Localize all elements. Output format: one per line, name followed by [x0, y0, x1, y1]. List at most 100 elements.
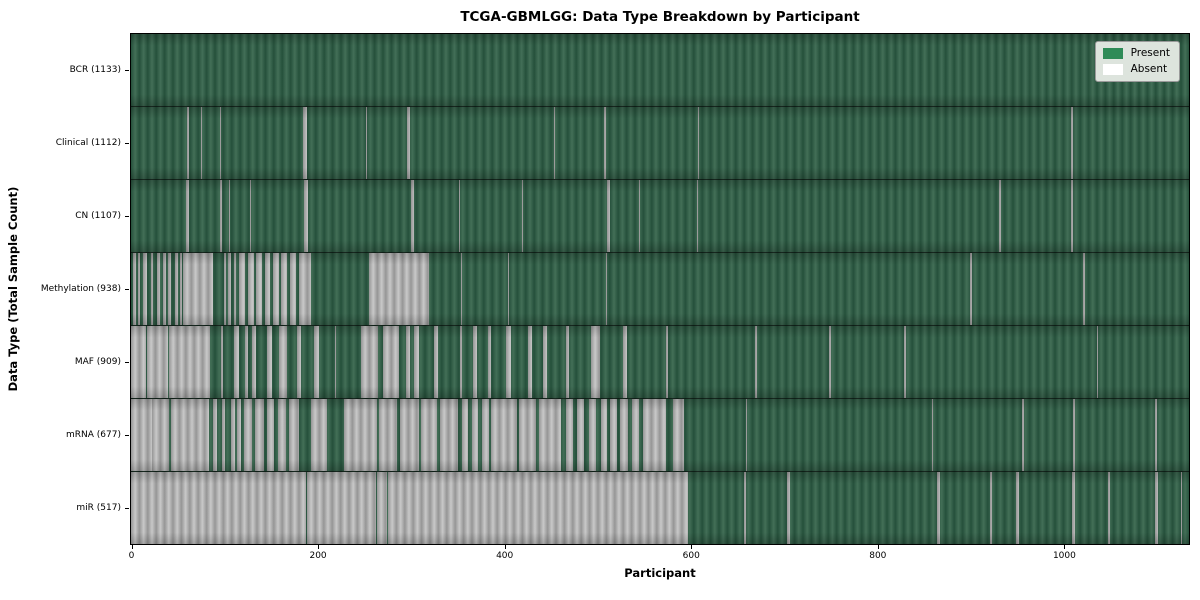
y-tick-label: mRNA (677)	[66, 430, 121, 441]
absent-swatch	[1102, 63, 1123, 75]
x-tick-mark	[318, 545, 320, 549]
absent-block	[379, 399, 398, 471]
absent-block	[440, 399, 458, 471]
absent-block	[399, 399, 419, 471]
row-clinical	[131, 106, 1189, 179]
absent-block	[638, 180, 640, 252]
absent-block	[169, 326, 211, 398]
row-methylation	[131, 252, 1189, 325]
x-tick-label: 0	[128, 551, 135, 561]
y-tick-label: Clinical (1112)	[55, 137, 121, 148]
chart-title: TCGA-GBMLGG: Data Type Breakdown by Part…	[460, 9, 860, 25]
y-tick-mark	[125, 508, 129, 510]
row-mir	[131, 471, 1189, 544]
absent-block	[527, 326, 532, 398]
absent-block	[459, 326, 463, 398]
x-tick-label: 800	[869, 551, 887, 561]
absent-block	[666, 326, 668, 398]
y-tick-mark	[125, 142, 129, 144]
absent-block	[221, 399, 226, 471]
absent-block	[168, 253, 172, 325]
absent-block	[458, 180, 460, 252]
absent-block	[1107, 472, 1110, 544]
absent-block	[233, 253, 236, 325]
absent-block	[219, 107, 221, 179]
absent-block	[249, 180, 251, 252]
absent-block	[311, 399, 328, 471]
absent-block	[519, 399, 537, 471]
absent-block	[746, 399, 748, 471]
absent-block	[264, 253, 271, 325]
absent-block	[932, 399, 934, 471]
absent-block	[1083, 253, 1086, 325]
absent-block	[1072, 472, 1076, 544]
absent-block	[247, 253, 255, 325]
absent-block	[487, 326, 492, 398]
absent-block	[174, 253, 178, 325]
y-tick-label: CN (1107)	[75, 210, 121, 221]
present-swatch	[1102, 47, 1123, 59]
absent-block	[471, 399, 479, 471]
absent-block	[171, 399, 210, 471]
absent-block	[607, 180, 611, 252]
absent-block	[201, 107, 202, 179]
absent-block	[157, 253, 160, 325]
row-cn	[131, 179, 1189, 252]
absent-block	[1180, 472, 1183, 544]
absent-block	[131, 472, 306, 544]
absent-block	[314, 326, 319, 398]
absent-block	[334, 326, 337, 398]
absent-block	[376, 472, 387, 544]
absent-block	[233, 326, 240, 398]
absent-block	[343, 399, 377, 471]
absent-block	[566, 326, 569, 398]
absent-block	[281, 253, 287, 325]
absent-block	[162, 253, 166, 325]
absent-block	[577, 399, 584, 471]
absent-block	[387, 472, 688, 544]
absent-block	[1155, 472, 1159, 544]
y-tick-label: BCR (1133)	[69, 64, 121, 75]
absent-block	[421, 399, 438, 471]
absent-block	[228, 253, 231, 325]
absent-block	[620, 399, 628, 471]
absent-block	[623, 326, 627, 398]
absent-block	[482, 399, 489, 471]
absent-block	[600, 399, 608, 471]
absent-block	[566, 399, 573, 471]
x-tick-mark	[131, 545, 133, 549]
absent-block	[743, 472, 747, 544]
absent-block	[1016, 472, 1020, 544]
absent-block	[303, 180, 309, 252]
absent-block	[179, 253, 183, 325]
absent-block	[696, 180, 698, 252]
absent-block	[383, 326, 399, 398]
x-tick-label: 200	[309, 551, 327, 561]
y-tick-mark	[125, 69, 129, 71]
absent-block	[472, 326, 478, 398]
absent-block	[307, 472, 376, 544]
absent-block	[146, 326, 169, 398]
row-bcr	[131, 34, 1189, 106]
row-mrna	[131, 398, 1189, 471]
absent-block	[1021, 399, 1024, 471]
legend-item-present: Present	[1102, 47, 1170, 59]
absent-block	[219, 180, 222, 252]
absent-block	[407, 107, 411, 179]
absent-block	[461, 399, 469, 471]
absent-block	[152, 399, 170, 471]
absent-block	[297, 326, 301, 398]
absent-block	[150, 253, 154, 325]
absent-block	[244, 326, 248, 398]
absent-block	[491, 399, 517, 471]
absent-block	[220, 326, 223, 398]
absent-block	[272, 253, 280, 325]
absent-block	[1071, 107, 1074, 179]
absent-block	[1155, 399, 1158, 471]
absent-block	[754, 326, 757, 398]
absent-block	[131, 399, 152, 471]
legend-label-absent: Absent	[1130, 63, 1168, 75]
absent-block	[143, 253, 147, 325]
absent-block	[369, 253, 429, 325]
absent-block	[187, 107, 189, 179]
